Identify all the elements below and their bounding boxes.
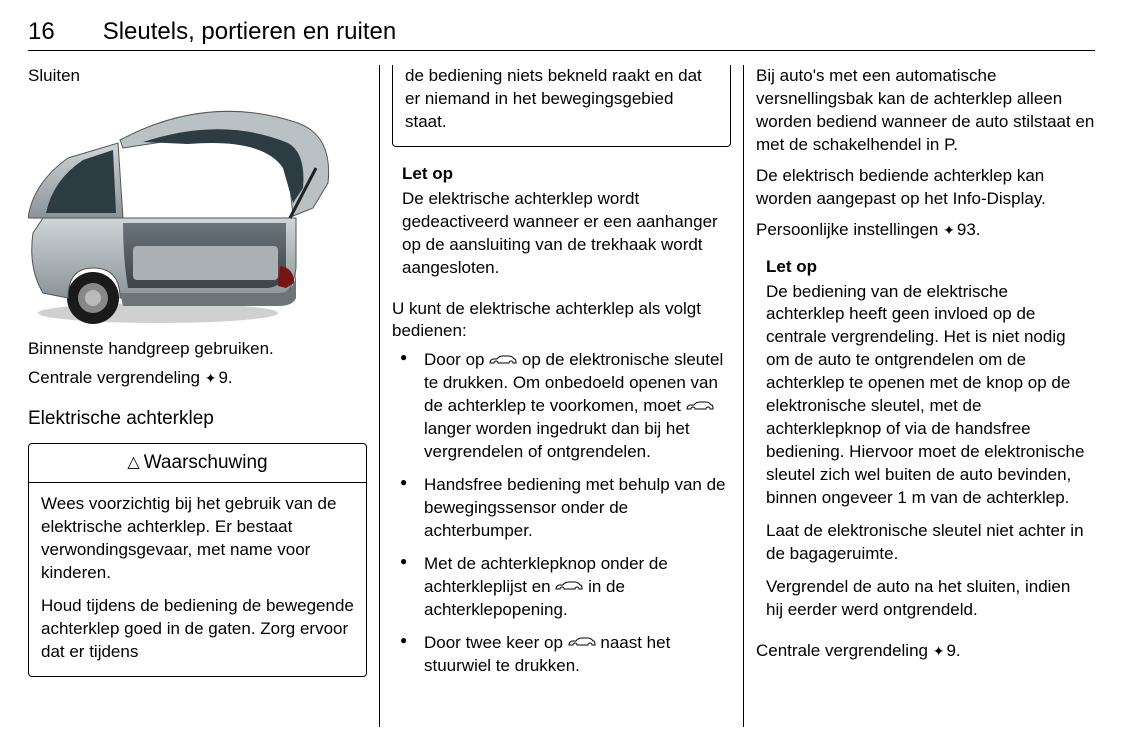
subheading-elektrische: Elektrische achterklep (28, 406, 367, 432)
note-box-2: Let op De bediening van de elektrische a… (756, 248, 1095, 630)
c3-p1: Bij auto's met een automatische versnell… (756, 65, 1095, 157)
note2-p3: Vergrendel de auto na het sluiten, indie… (766, 576, 1091, 622)
bullet-4: Door twee keer op naast het stuurwiel te… (392, 632, 731, 678)
c3-p3-label: Persoonlijke instellingen (756, 220, 938, 239)
note1-text: De elektrische achterklep wordt gedeacti… (402, 188, 727, 280)
page-ref-9: ✦ 9. (205, 367, 233, 390)
b1-part-a: Door op (424, 350, 489, 369)
warning-title: Waarschuwing (144, 450, 268, 476)
bullet-3: Met de achterklepknop onder de achterkle… (392, 553, 731, 622)
car-outline-icon (555, 580, 583, 592)
warning-p1: Wees voorzichtig bij het gebruik van de … (41, 493, 354, 585)
c3-last: Centrale vergrendeling ✦ 9. (756, 640, 1095, 663)
column-2: de bediening niets bekneld raakt en dat … (379, 65, 743, 727)
note2-p2: Laat de elektronische sleutel niet achte… (766, 520, 1091, 566)
text-centrale-ref: Centrale vergrendeling ✦ 9. (28, 367, 367, 390)
column-3: Bij auto's met een automatische versnell… (743, 65, 1095, 727)
bullet-list: Door op op de elektronische sleutel te d… (392, 349, 731, 677)
warning-box: △Waarschuwing Wees voorzichtig bij het g… (28, 443, 367, 676)
c3-last-label: Centrale vergrendeling (756, 641, 928, 660)
ref-number: 93. (957, 219, 981, 242)
car-outline-icon (568, 636, 596, 648)
bullet-2: Handsfree bediening met behulp van de be… (392, 474, 731, 543)
ref-number: 9. (218, 367, 232, 390)
warning-p2: Houd tijdens de bediening de bewegende a… (41, 595, 354, 664)
note1-title: Let op (402, 163, 727, 186)
note2-title: Let op (766, 256, 1091, 279)
page-ref-9b: ✦ 9. (933, 640, 961, 663)
ref-arrow-icon: ✦ (933, 642, 945, 661)
content-columns: Sluiten (28, 65, 1095, 727)
heading-sluiten: Sluiten (28, 65, 367, 88)
c3-p3: Persoonlijke instellingen ✦ 93. (756, 219, 1095, 242)
intro-text: U kunt de elektrische achterklep als vol… (392, 298, 731, 344)
b1-part-c: langer worden ingedrukt dan bij het verg… (424, 419, 690, 461)
bullet-1: Door op op de elektronische sleutel te d… (392, 349, 731, 464)
text-handgreep: Binnenste handgreep gebruiken. (28, 338, 367, 361)
page-title: Sleutels, portieren en ruiten (103, 18, 397, 46)
page-header: 16 Sleutels, portieren en ruiten (28, 18, 1095, 51)
tailgate-illustration (28, 98, 348, 328)
warning-continuation: de bediening niets bekneld raakt en dat … (392, 65, 731, 147)
ref-arrow-icon: ✦ (943, 221, 955, 240)
manual-page: 16 Sleutels, portieren en ruiten Sluiten (0, 0, 1123, 750)
b3-part-a: Met de achterklepknop onder de achterkle… (424, 554, 668, 596)
centrale-label: Centrale vergrendeling (28, 368, 200, 387)
warning-triangle-icon: △ (127, 452, 139, 474)
column-1: Sluiten (28, 65, 379, 727)
page-ref-93: ✦ 93. (943, 219, 980, 242)
note-box-1: Let op De elektrische achterklep wordt g… (392, 155, 731, 288)
car-outline-icon (489, 354, 517, 366)
warning-cont-text: de bediening niets bekneld raakt en dat … (405, 66, 702, 131)
warning-header: △Waarschuwing (29, 444, 366, 483)
car-outline-icon (686, 400, 714, 412)
note2-p1: De bediening van de elektrische achterkl… (766, 281, 1091, 510)
b4-part-a: Door twee keer op (424, 633, 568, 652)
c3-p2: De elektrisch bediende achterklep kan wo… (756, 165, 1095, 211)
ref-arrow-icon: ✦ (205, 369, 217, 388)
ref-number: 9. (946, 640, 960, 663)
page-number: 16 (28, 18, 55, 46)
warning-body: Wees voorzichtig bij het gebruik van de … (29, 483, 366, 676)
